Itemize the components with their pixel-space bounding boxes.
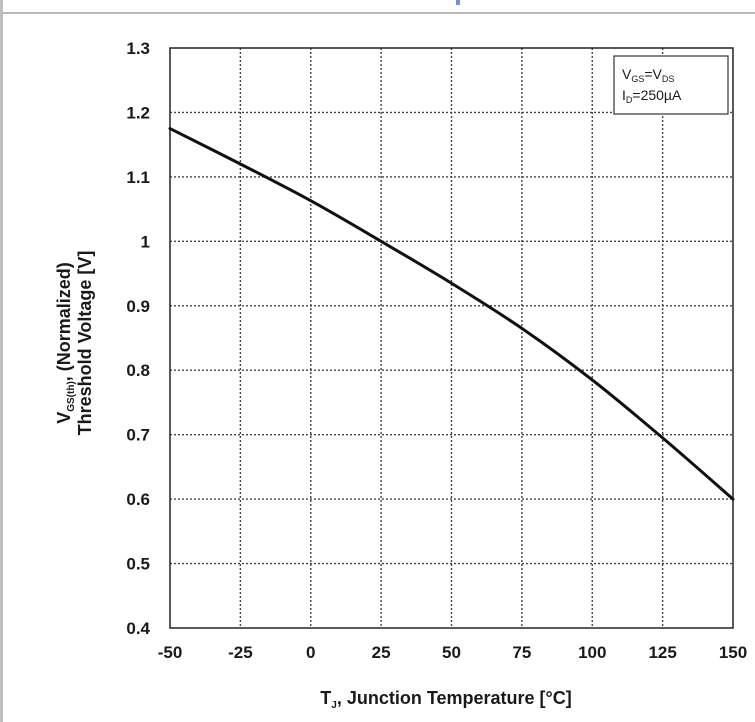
y-tick-label: 0.5 bbox=[126, 555, 150, 574]
y-tick-label: 1.3 bbox=[126, 39, 150, 58]
x-tick-label: 150 bbox=[719, 643, 747, 662]
top-frame-border bbox=[0, 0, 755, 14]
top-frame-mark bbox=[456, 0, 460, 5]
grid-layer bbox=[170, 48, 733, 628]
legend-line-id: ID=250µA bbox=[622, 87, 682, 105]
y-axis-title-line-2: Threshold Voltage [V] bbox=[75, 251, 95, 436]
x-tick-label: 125 bbox=[648, 643, 676, 662]
x-tick-label: 25 bbox=[372, 643, 391, 662]
x-tick-label: 0 bbox=[306, 643, 315, 662]
plot-area-border bbox=[169, 47, 734, 629]
y-tick-label: 0.4 bbox=[126, 619, 150, 638]
legend-box: VGS=VDS ID=250µA bbox=[613, 55, 729, 115]
x-tick-label: 75 bbox=[512, 643, 531, 662]
series-line-vgs-th bbox=[168, 127, 735, 501]
x-tick-label: -25 bbox=[228, 643, 253, 662]
y-tick-label: 0.7 bbox=[126, 426, 150, 445]
y-axis-title-line-1: VGS(th), (Normalized) bbox=[54, 262, 77, 424]
y-tick-label: 0.8 bbox=[126, 361, 150, 380]
left-frame-border bbox=[0, 0, 3, 722]
y-tick-labels: 0.4 0.5 0.6 0.7 0.8 0.9 1 1.1 1.2 1.3 bbox=[126, 39, 150, 638]
y-axis-title: VGS(th), (Normalized) Threshold Voltage … bbox=[54, 251, 95, 436]
x-tick-label: 100 bbox=[578, 643, 606, 662]
x-tick-labels: -50 -25 0 25 50 75 100 125 150 bbox=[158, 643, 747, 662]
x-axis-title: TJ, Junction Temperature [°C] bbox=[320, 688, 571, 711]
y-tick-label: 0.6 bbox=[126, 490, 150, 509]
y-tick-label: 1.2 bbox=[126, 103, 150, 122]
x-tick-label: -50 bbox=[158, 643, 183, 662]
y-tick-label: 0.9 bbox=[126, 297, 150, 316]
y-tick-label: 1 bbox=[141, 232, 150, 251]
y-tick-label: 1.1 bbox=[126, 168, 150, 187]
x-tick-label: 50 bbox=[442, 643, 461, 662]
legend-line-vgs-vds: VGS=VDS bbox=[622, 66, 674, 84]
